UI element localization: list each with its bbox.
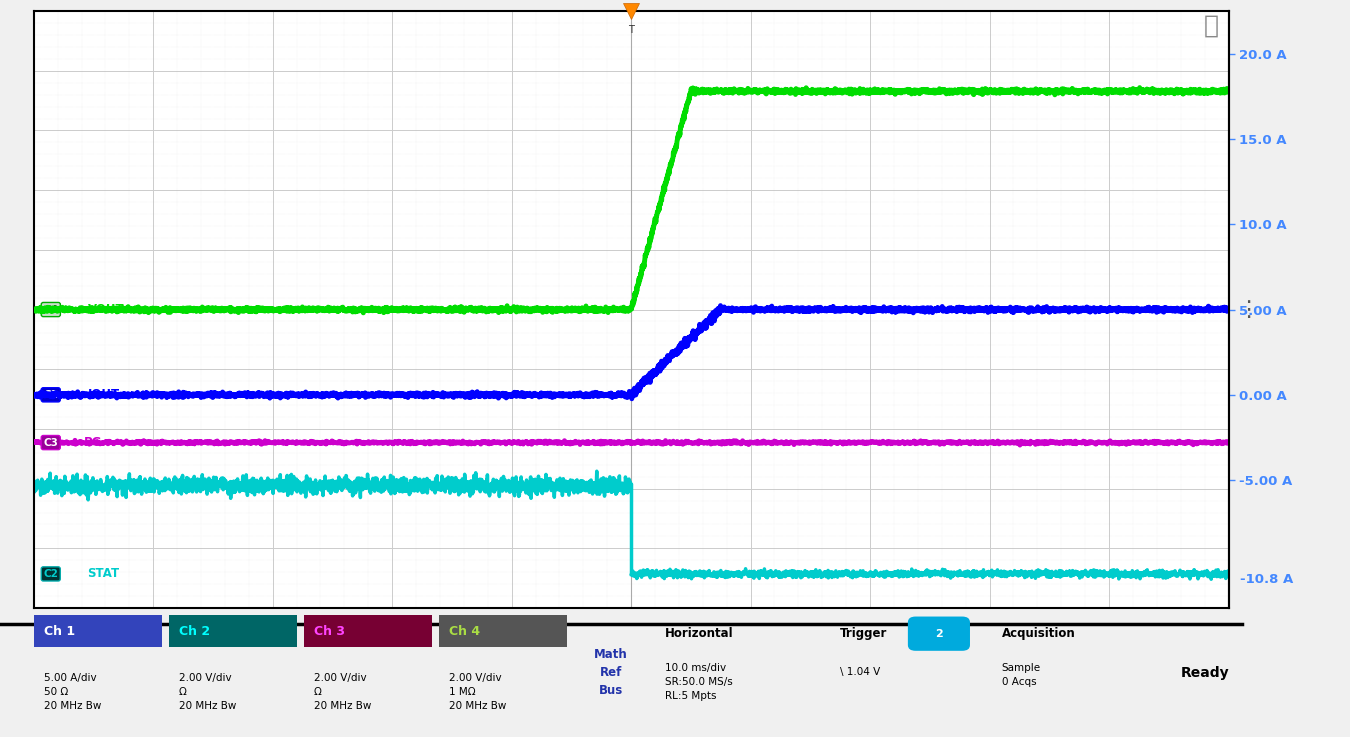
Text: Sample
0 Acqs: Sample 0 Acqs xyxy=(1002,663,1041,688)
Text: VOUT: VOUT xyxy=(88,303,124,316)
Text: Ch 4: Ch 4 xyxy=(450,625,481,638)
Text: C2: C2 xyxy=(43,569,58,579)
Text: Ch 1: Ch 1 xyxy=(45,625,76,638)
Text: 10.0 ms/div
SR:50.0 MS/s
RL:5 Mpts: 10.0 ms/div SR:50.0 MS/s RL:5 Mpts xyxy=(666,663,733,702)
Text: STAT: STAT xyxy=(88,567,120,581)
Text: \ 1.04 V: \ 1.04 V xyxy=(840,667,880,677)
Text: Horizontal: Horizontal xyxy=(666,626,733,640)
Text: ⋮: ⋮ xyxy=(1237,299,1260,320)
FancyBboxPatch shape xyxy=(907,617,969,651)
Text: Ready: Ready xyxy=(1180,666,1230,680)
FancyBboxPatch shape xyxy=(169,615,297,647)
Text: C1: C1 xyxy=(43,390,58,399)
Text: 2: 2 xyxy=(936,629,942,639)
Text: IOUT: IOUT xyxy=(88,388,120,402)
FancyBboxPatch shape xyxy=(439,615,567,647)
Text: 2.00 V/div
1 MΩ
20 MHz Bw: 2.00 V/div 1 MΩ 20 MHz Bw xyxy=(450,672,506,711)
Text: 2.00 V/div
Ω
20 MHz Bw: 2.00 V/div Ω 20 MHz Bw xyxy=(315,672,371,711)
Text: Acquisition: Acquisition xyxy=(1002,626,1076,640)
Text: 5.00 A/div
50 Ω
20 MHz Bw: 5.00 A/div 50 Ω 20 MHz Bw xyxy=(45,672,101,711)
Text: Trigger: Trigger xyxy=(840,626,887,640)
Text: Ch 2: Ch 2 xyxy=(180,625,211,638)
FancyBboxPatch shape xyxy=(304,615,432,647)
Text: -10.8 A: -10.8 A xyxy=(1241,573,1293,585)
Text: PG: PG xyxy=(84,436,103,449)
Text: C3: C3 xyxy=(43,438,58,447)
FancyBboxPatch shape xyxy=(34,615,162,647)
Text: Math
Ref
Bus: Math Ref Bus xyxy=(594,648,628,697)
Text: Ch 3: Ch 3 xyxy=(315,625,346,638)
Text: T: T xyxy=(628,25,634,35)
Text: 2.00 V/div
Ω
20 MHz Bw: 2.00 V/div Ω 20 MHz Bw xyxy=(180,672,236,711)
Text: C4: C4 xyxy=(43,304,58,315)
Text: ⌕: ⌕ xyxy=(1204,14,1219,38)
